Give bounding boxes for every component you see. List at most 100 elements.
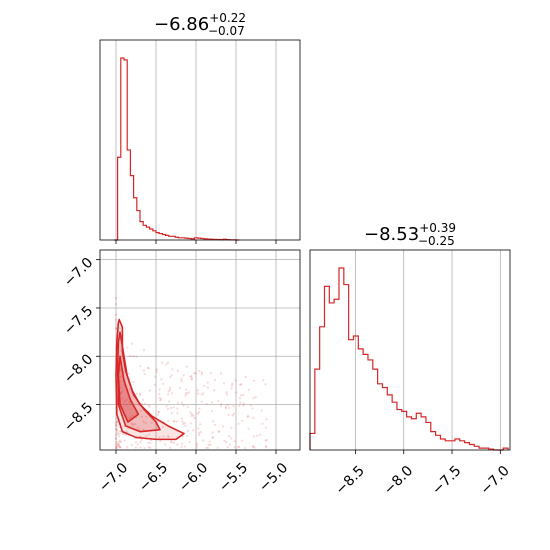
density-sample-point bbox=[119, 375, 122, 378]
density-sample-point bbox=[256, 434, 259, 437]
density-sample-point bbox=[170, 441, 173, 444]
density-sample-point bbox=[252, 445, 255, 448]
density-sample-point bbox=[225, 441, 228, 444]
density-sample-point bbox=[261, 422, 264, 425]
density-sample-point bbox=[148, 389, 151, 392]
density-sample-point bbox=[167, 435, 170, 438]
density-sample-point bbox=[186, 392, 189, 395]
density-sample-point bbox=[213, 378, 217, 382]
density-sample-point bbox=[247, 388, 250, 392]
density-sample-point bbox=[135, 355, 138, 358]
density-sample-point bbox=[156, 413, 159, 416]
density-sample-point bbox=[173, 420, 176, 423]
density-sample-point bbox=[136, 426, 139, 429]
density-sample-point bbox=[240, 439, 244, 442]
density-sample-point bbox=[197, 411, 201, 414]
density-sample-point bbox=[114, 434, 118, 437]
density-sample-point bbox=[158, 392, 161, 396]
density-sample-point bbox=[170, 373, 173, 377]
density-sample-point bbox=[115, 428, 118, 431]
density-sample-point bbox=[162, 382, 165, 386]
density-sample-point bbox=[202, 392, 205, 395]
density-sample-point bbox=[195, 446, 199, 449]
histogram-2-tick-label: −7.0 bbox=[477, 463, 512, 498]
density-sample-point bbox=[180, 445, 183, 449]
density-sample-point bbox=[134, 446, 138, 449]
density-sample-point bbox=[123, 439, 126, 442]
density-sample-point bbox=[251, 407, 254, 410]
density-sample-point bbox=[198, 433, 201, 436]
histogram-2-frame bbox=[309, 249, 511, 451]
density-contours bbox=[115, 318, 185, 441]
panel-histogram-1: −6.86+0.22 −0.07 bbox=[99, 11, 301, 244]
density-contour-inner bbox=[117, 355, 140, 423]
density-sample-point bbox=[224, 407, 228, 410]
density-sample-point bbox=[168, 389, 171, 392]
density-sample-point bbox=[200, 372, 203, 376]
density-sample-point bbox=[132, 355, 135, 358]
histogram-2-tick-label: −8.0 bbox=[381, 463, 416, 498]
density-sample-point bbox=[264, 445, 268, 448]
density-y-tick-label: −8.5 bbox=[61, 400, 96, 435]
density-sample-point bbox=[181, 435, 184, 438]
density-sample-point bbox=[159, 439, 162, 442]
density-sample-point bbox=[232, 405, 235, 408]
density-sample-point bbox=[163, 443, 167, 446]
density-sample-point bbox=[171, 368, 174, 371]
density-sample-point bbox=[207, 446, 210, 450]
density-sample-point bbox=[121, 397, 124, 400]
density-sample-point bbox=[116, 442, 119, 445]
density-sample-point bbox=[244, 375, 247, 379]
density-sample-point bbox=[211, 409, 214, 412]
density-sample-point bbox=[118, 432, 121, 435]
density-sample-point bbox=[169, 446, 172, 449]
density-sample-point bbox=[189, 375, 192, 378]
density-sample-point bbox=[239, 383, 242, 387]
density-sample-point bbox=[200, 400, 203, 403]
density-sample-point bbox=[172, 441, 176, 444]
density-sample-point bbox=[242, 404, 245, 407]
density-sample-point bbox=[118, 327, 121, 330]
density-sample-point bbox=[176, 369, 179, 372]
density-sample-point bbox=[225, 391, 228, 394]
density-sample-point bbox=[126, 346, 129, 349]
density-sample-point bbox=[232, 412, 236, 415]
density-sample-point bbox=[116, 430, 119, 433]
density-sample-point bbox=[186, 405, 189, 409]
density-sample-point bbox=[161, 361, 164, 364]
density-sample-point bbox=[130, 342, 134, 345]
density-sample-point bbox=[167, 390, 170, 393]
density-sample-point bbox=[168, 386, 172, 390]
density-sample-point bbox=[119, 430, 122, 433]
density-sample-point bbox=[119, 391, 122, 395]
density-sample-point bbox=[159, 399, 162, 402]
density-sample-point bbox=[119, 429, 122, 433]
density-sample-point bbox=[188, 440, 191, 444]
density-sample-point bbox=[186, 429, 190, 432]
density-sample-point bbox=[216, 446, 219, 449]
density-sample-point bbox=[172, 420, 175, 423]
density-sample-point bbox=[139, 409, 142, 412]
density-sample-point bbox=[168, 400, 171, 403]
density-sample-point bbox=[115, 445, 118, 448]
density-sample-point bbox=[142, 369, 145, 372]
density-sample-point bbox=[132, 380, 135, 384]
density-sample-point bbox=[128, 372, 131, 375]
density-sample-point bbox=[264, 383, 267, 386]
density-sample-point bbox=[212, 420, 215, 423]
density-sample-point bbox=[190, 378, 193, 381]
density-sample-point bbox=[120, 390, 123, 393]
density-sample-point bbox=[140, 415, 143, 418]
density-sample-point bbox=[196, 389, 199, 392]
density-sample-point bbox=[190, 414, 193, 417]
density-sample-point bbox=[114, 424, 118, 427]
density-sample-point bbox=[125, 430, 128, 433]
density-sample-point bbox=[170, 440, 173, 443]
density-sample-point bbox=[213, 423, 217, 426]
density-sample-point bbox=[170, 411, 173, 415]
density-sample-point bbox=[189, 411, 192, 414]
density-sample-point bbox=[143, 402, 146, 406]
density-sample-point bbox=[203, 384, 206, 387]
histogram-2-tick-label: −8.5 bbox=[333, 463, 368, 498]
density-sample-point bbox=[165, 405, 168, 408]
